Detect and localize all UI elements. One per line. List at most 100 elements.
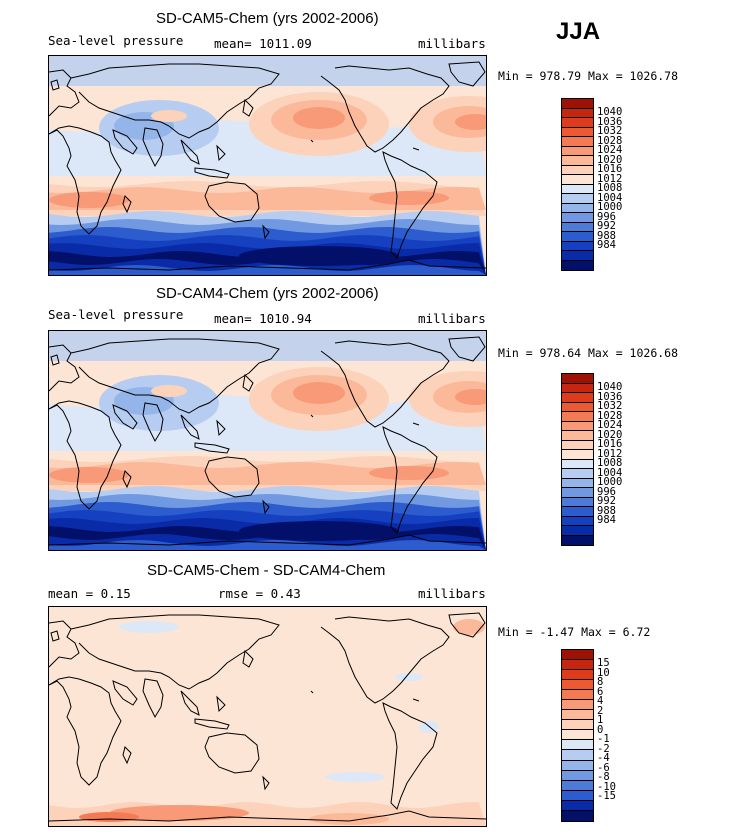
colorbar-tick-label: -15	[597, 790, 616, 803]
colorbar-tick-label: -2	[597, 742, 610, 755]
colorbar-tick-label: 1000	[597, 201, 623, 214]
panel-1-mean: mean= 1011.09	[214, 36, 312, 51]
coastline	[122, 195, 132, 214]
coastline	[320, 340, 450, 428]
coastline	[180, 690, 200, 716]
panel-3-map	[48, 606, 487, 827]
colorbar-swatch	[562, 720, 593, 731]
colorbar-tick-label: 1028	[597, 134, 623, 147]
colorbar-swatch	[562, 507, 593, 517]
coastline	[180, 139, 200, 165]
colorbar-swatch	[562, 469, 593, 479]
coastline	[50, 630, 60, 642]
panel-1-minmax: Min = 978.79 Max = 1026.78	[498, 69, 679, 83]
colorbar-swatch	[562, 127, 593, 137]
coastline	[49, 125, 122, 235]
colorbar-swatch	[562, 680, 593, 691]
colorbar-swatch	[562, 421, 593, 431]
colorbar-swatch	[562, 194, 593, 204]
coastline	[49, 69, 80, 117]
coastline	[142, 127, 164, 168]
coastline	[50, 79, 60, 91]
colorbar-swatch	[562, 383, 593, 393]
colorbar-tick-label: 1028	[597, 409, 623, 422]
colorbar-swatch	[562, 710, 593, 721]
colorbar-tick-label: 996	[597, 485, 616, 498]
coastline	[262, 224, 270, 240]
coastline	[448, 336, 486, 362]
colorbar-tick-label: 0	[597, 723, 604, 736]
coastline	[194, 442, 230, 454]
panel-1-variable-label: Sea-level pressure	[48, 33, 184, 48]
coastline	[382, 151, 438, 259]
panel-3-title: SD-CAM5-Chem - SD-CAM4-Chem	[147, 562, 386, 579]
panel-2-colorbar	[561, 373, 594, 546]
colorbar-tick-label: 984	[597, 239, 616, 252]
coastline	[142, 678, 164, 719]
panel-3-rmse: rmse = 0.43	[218, 586, 301, 601]
coastline	[112, 404, 138, 430]
colorbar-tick-label: 992	[597, 220, 616, 233]
colorbar-tick-label: 1020	[597, 153, 623, 166]
panel-3-units: millibars	[418, 586, 486, 601]
colorbar-tick-label: 1016	[597, 163, 623, 176]
coastline	[49, 676, 122, 786]
colorbar-tick-label: 992	[597, 495, 616, 508]
coastline	[382, 702, 438, 810]
coastline	[122, 470, 132, 489]
colorbar-swatch	[562, 137, 593, 147]
colorbar-swatch	[562, 213, 593, 223]
colorbar-swatch	[562, 440, 593, 450]
coastline	[194, 167, 230, 179]
colorbar-tick-label: 1000	[597, 476, 623, 489]
colorbar-swatch	[562, 750, 593, 761]
coastline	[70, 614, 280, 690]
colorbar-tick-label: 6	[597, 685, 604, 698]
colorbar-tick-label: 1024	[597, 419, 623, 432]
coastline	[180, 414, 200, 440]
coastline	[49, 259, 486, 271]
coastline	[70, 338, 280, 414]
colorbar-tick-label: 1040	[597, 106, 623, 119]
colorbar-swatch	[562, 488, 593, 498]
colorbar-tick-label: 1008	[597, 182, 623, 195]
coastline	[49, 344, 80, 392]
coastline	[70, 63, 280, 139]
colorbar-swatch	[562, 175, 593, 185]
coastline	[412, 422, 420, 426]
panel-2-minmax: Min = 978.64 Max = 1026.68	[498, 346, 679, 360]
coastline	[49, 400, 122, 510]
colorbar-swatch	[562, 156, 593, 166]
colorbar-tick-label: 1	[597, 714, 604, 727]
map-background	[49, 607, 486, 826]
coastline	[262, 775, 270, 791]
panel-2-map	[48, 330, 487, 551]
colorbar-swatch	[562, 760, 593, 771]
coastline	[412, 698, 420, 702]
colorbar-tick-label: -8	[597, 771, 610, 784]
colorbar-tick-label: 1032	[597, 125, 623, 138]
colorbar-tick-label: 8	[597, 676, 604, 689]
panel-3-mean: mean = 0.15	[48, 586, 131, 601]
coastline	[194, 718, 230, 730]
colorbar-swatch	[562, 241, 593, 251]
colorbar-swatch	[562, 459, 593, 469]
coastline	[382, 426, 438, 534]
coastline	[310, 414, 314, 418]
panel-2-title: SD-CAM4-Chem (yrs 2002-2006)	[156, 285, 379, 302]
colorbar-tick-label: 1004	[597, 466, 623, 479]
colorbar-tick-label: 1036	[597, 115, 623, 128]
colorbar-swatch	[562, 535, 593, 545]
panel-3-colorbar	[561, 649, 594, 822]
colorbar-swatch	[562, 251, 593, 261]
coastline	[242, 98, 254, 117]
coastline	[242, 373, 254, 392]
panel-2-mean: mean= 1010.94	[214, 311, 312, 326]
colorbar-tick-label: -1	[597, 733, 610, 746]
colorbar-tick-label: -10	[597, 780, 616, 793]
colorbar-swatch	[562, 650, 593, 661]
coastline	[320, 616, 450, 704]
colorbar-swatch	[562, 780, 593, 791]
panel-1-title: SD-CAM5-Chem (yrs 2002-2006)	[156, 10, 379, 27]
colorbar-tick-label: 988	[597, 504, 616, 517]
